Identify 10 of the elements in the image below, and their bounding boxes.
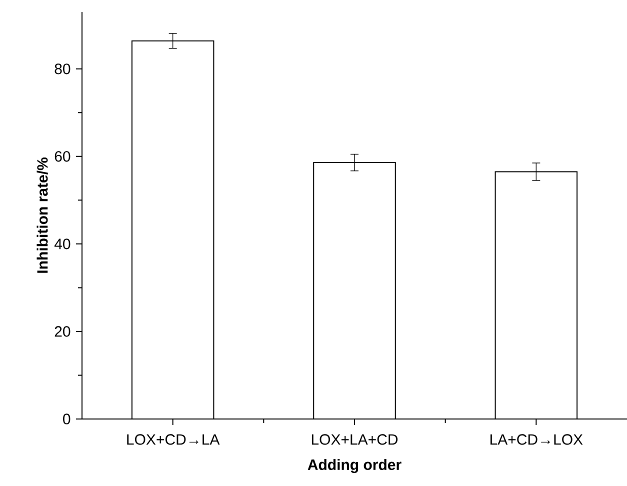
- x-tick-label: LA+CD→LOX: [490, 434, 583, 445]
- y-tick-label: 20: [54, 326, 70, 337]
- x-axis-title: Adding order: [308, 459, 402, 474]
- y-tick-label: 0: [63, 414, 70, 424]
- y-tick-label: 80: [54, 64, 70, 74]
- y-axis-title: Inhibition rate/%: [36, 158, 48, 273]
- x-tick-label: LOX+CD→LA: [127, 434, 220, 445]
- y-tick-label: 40: [54, 238, 70, 250]
- x-tick-label: LOX+LA+CD: [312, 434, 398, 445]
- y-tick-label: 60: [54, 151, 70, 162]
